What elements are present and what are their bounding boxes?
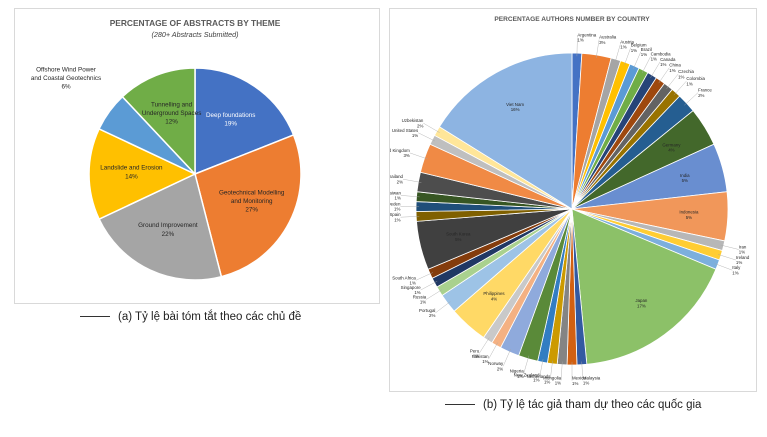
leader-line-south-africa	[415, 272, 433, 281]
caption-b: (b) Tỷ lệ tác giả tham dự theo các quốc …	[445, 399, 701, 411]
data-label-new-zealand: New Zealand 1%	[514, 373, 540, 383]
data-label-peru: Peru 1%	[470, 348, 480, 358]
pie-slice-ground-improvement	[98, 172, 223, 281]
data-label-india: India 5%	[680, 173, 690, 183]
pie-slice-geotechnical-modelling-and-monitoring	[194, 134, 302, 278]
data-label-united-states: United States 1%	[392, 128, 419, 138]
caption-rule	[445, 404, 475, 406]
data-label-spain: Spain 1%	[390, 212, 401, 222]
data-label-russia: Russia 1%	[413, 295, 427, 305]
data-label-mexico: Mexico 1%	[572, 376, 586, 386]
leader-line-pakistan	[488, 342, 498, 360]
chart-subtitle: (280+ Abstracts Submitted)	[151, 30, 238, 39]
caption-rule	[80, 316, 110, 318]
data-label-ground-improvement: Ground Improvement 22%	[138, 222, 198, 238]
pie-slice-landslide-and-erosion	[88, 127, 197, 221]
country-pie-chart: PERCENTAGE AUTHORS NUMBER BY COUNTRY Arg…	[390, 16, 750, 386]
theme-chart-panel: PERCENTAGE OF ABSTRACTS BY THEME (280+ A…	[14, 8, 380, 304]
data-label-france: France 2%	[698, 88, 712, 98]
data-label-deep-foundations: Deep foundations 19%	[206, 112, 255, 128]
data-label-japan: Japan 17%	[635, 298, 648, 308]
data-label-belgium: Belgium 1%	[631, 43, 647, 53]
data-label-australia: Australia 3%	[599, 35, 617, 45]
leader-line-canada	[650, 61, 661, 78]
leader-line-new-zealand	[539, 359, 544, 378]
data-label-italy: Italy 1%	[732, 265, 741, 275]
leader-line-argentina	[576, 37, 578, 57]
theme-pie-chart: PERCENTAGE OF ABSTRACTS BY THEME (280+ A…	[31, 18, 302, 281]
leader-line-spain	[400, 216, 420, 218]
data-label-offshore-wind-power-and-coastal-geotechnics: Offshore Wind Power and Coastal Geotechni…	[31, 66, 101, 90]
leader-line-australia	[596, 39, 600, 59]
leader-line-united-states	[418, 132, 436, 142]
data-label-czechia: Czechia 1%	[678, 69, 694, 79]
pie-slice-deep-foundations	[194, 67, 295, 176]
leader-line-italy	[714, 263, 733, 271]
data-label-uzbekistan: Uzbekistan 2%	[402, 118, 424, 128]
data-label-canada: Canada 1%	[660, 57, 676, 67]
data-label-portugal: Portugal 2%	[419, 308, 435, 318]
leader-line-norway	[503, 349, 511, 367]
leader-line-portugal	[435, 301, 451, 314]
data-label-china: China 1%	[669, 63, 681, 73]
leader-line-netherlands	[550, 360, 553, 380]
data-label-singapore: Singapore 1%	[401, 285, 422, 295]
country-chart-panel: PERCENTAGE AUTHORS NUMBER BY COUNTRY Arg…	[389, 8, 757, 392]
data-label-colombia: Colombia 1%	[686, 76, 705, 86]
data-label-viet-nam: Viet Nam 16%	[506, 102, 524, 112]
data-label-iran: Iran 1%	[739, 245, 747, 255]
caption-b-text: (b) Tỷ lệ tác giả tham dự theo các quốc …	[483, 399, 702, 411]
leader-line-thailand	[402, 179, 422, 183]
data-label-geotechnical-modelling-and-monitoring: Geotechnical Modelling and Monitoring 27%	[219, 189, 285, 213]
leader-line-czechia	[666, 73, 679, 89]
data-label-nigeria: Nigeria 2%	[510, 369, 524, 379]
leader-line-uzbekistan	[423, 123, 440, 133]
data-label-argentina: Argentina 1%	[577, 33, 596, 43]
leader-line-united-kingdom	[409, 152, 428, 160]
data-label-malaysia: Malaysia 1%	[583, 375, 601, 385]
leader-line-cambodia	[641, 56, 651, 74]
leader-line-france	[684, 92, 699, 106]
data-label-austria: Austria 1%	[620, 39, 634, 49]
leader-line-austria	[614, 44, 621, 63]
chart-title: PERCENTAGE AUTHORS NUMBER BY COUNTRY	[494, 16, 650, 23]
data-label-taiwan: Taiwan1%	[390, 190, 401, 200]
leader-line-belgium	[624, 47, 631, 66]
leader-line-iran	[720, 244, 739, 250]
chart-title: PERCENTAGE OF ABSTRACTS BY THEME	[110, 18, 281, 28]
data-label-ireland: Ireland 1%	[736, 255, 750, 265]
data-label-tunnelling-and-underground-spaces: Tunnelling and Underground Spaces 12%	[142, 101, 202, 125]
pie-slice-tunnelling-and-underground-spaces	[121, 67, 196, 176]
leader-line-peru	[479, 337, 490, 354]
data-label-landslide-and-erosion: Landslide and Erosion 14%	[100, 165, 163, 181]
data-label-indonesia: Indonesia 5%	[679, 210, 699, 220]
leader-line-ireland	[717, 254, 736, 261]
data-label-brazil: Brazil 1%	[641, 47, 652, 57]
data-label-norway: Norway 2%	[488, 361, 504, 371]
leader-line-nigeria	[523, 355, 530, 374]
leader-line-singapore	[420, 281, 438, 291]
leader-line-mongolia	[560, 361, 563, 381]
data-label-germany: Germany 4%	[662, 142, 681, 152]
data-label-sweden: Sweden1%	[390, 201, 401, 211]
data-label-south-africa: South Africa 1%	[392, 275, 416, 285]
data-label-cambodia: Cambodia 1%	[651, 52, 672, 62]
leader-line-taiwan	[400, 195, 420, 198]
data-label-philippines: Philippines 4%	[483, 291, 505, 301]
data-label-netherlands: Netherlands 1%	[527, 374, 551, 384]
data-label-thailand: Thailand2%	[390, 174, 404, 184]
leader-line-malaysia	[581, 361, 584, 381]
leader-line-china	[658, 67, 670, 84]
leader-line-russia	[426, 289, 443, 300]
leader-line-brazil	[633, 51, 641, 69]
caption-a: (a) Tỷ lệ bài tóm tắt theo các chủ đề	[80, 311, 301, 323]
pie-slice-viet-nam	[438, 52, 573, 210]
leader-line-colombia	[673, 80, 687, 96]
caption-a-text: (a) Tỷ lệ bài tóm tắt theo các chủ đề	[118, 311, 302, 323]
data-label-south-korea: South Korea 5%	[446, 232, 471, 242]
data-label-mongolia: Mongolia 1%	[543, 375, 561, 385]
data-label-pakistan: Pakistan 1%	[472, 354, 489, 364]
pie-slice-japan	[571, 208, 717, 365]
